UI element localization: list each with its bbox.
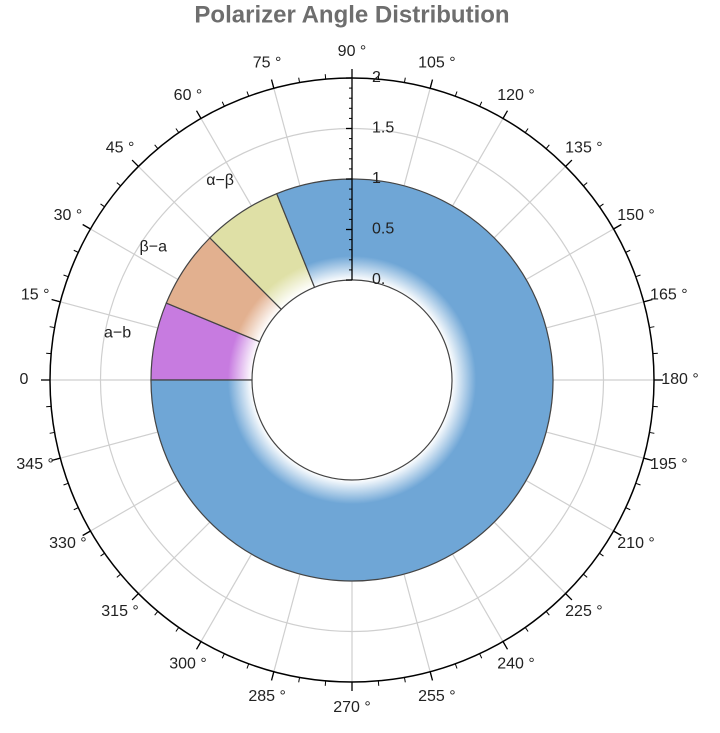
minor-tick bbox=[614, 227, 618, 230]
minor-tick bbox=[117, 574, 121, 577]
theta-tick-label: 0 bbox=[20, 371, 29, 388]
theta-tick-label: 180 ° bbox=[661, 371, 699, 388]
theta-tick-label: 300 ° bbox=[169, 655, 207, 672]
theta-tick-label: 45 ° bbox=[106, 139, 135, 156]
theta-tick-label: 105 ° bbox=[418, 54, 456, 71]
theta-tick-label: 240 ° bbox=[497, 655, 535, 672]
radial-tick-label: 1.5 bbox=[372, 120, 394, 137]
sector-label: α−β bbox=[206, 172, 234, 189]
minor-tick bbox=[626, 250, 631, 252]
radial-tick-label: 0. bbox=[372, 271, 385, 288]
theta-tick-label: 210 ° bbox=[617, 535, 655, 552]
minor-tick bbox=[566, 163, 570, 167]
radial-tick-label: 1 bbox=[372, 170, 381, 187]
minor-tick bbox=[546, 145, 549, 149]
theta-tick-label: 135 ° bbox=[565, 139, 603, 156]
minor-tick bbox=[86, 531, 90, 534]
theta-tick-label: 165 ° bbox=[650, 286, 688, 303]
theta-tick-label: 195 ° bbox=[650, 456, 688, 473]
theta-tick-label: 90 ° bbox=[338, 43, 367, 60]
theta-tick-label: 315 ° bbox=[101, 603, 139, 620]
minor-tick bbox=[86, 227, 90, 230]
radial-tick-label: 0.5 bbox=[372, 221, 394, 238]
chart-title: Polarizer Angle Distribution bbox=[194, 1, 509, 28]
minor-tick bbox=[199, 114, 202, 118]
minor-tick bbox=[222, 654, 224, 659]
theta-tick-label: 330 ° bbox=[49, 535, 87, 552]
minor-tick bbox=[199, 642, 202, 646]
theta-tick-label: 75 ° bbox=[253, 54, 282, 71]
theta-tick-label: 270 ° bbox=[333, 699, 371, 716]
minor-tick bbox=[566, 594, 570, 598]
theta-tick-label: 150 ° bbox=[617, 207, 655, 224]
sector-label: a−b bbox=[104, 325, 131, 342]
theta-tick-label: 60 ° bbox=[174, 87, 203, 104]
theta-tick-label: 345 ° bbox=[16, 456, 54, 473]
minor-tick bbox=[135, 594, 139, 598]
theta-tick-label: 285 ° bbox=[248, 688, 286, 705]
minor-tick bbox=[503, 114, 506, 118]
theta-tick-label: 15 ° bbox=[21, 286, 50, 303]
minor-tick bbox=[614, 531, 618, 534]
theta-tick-label: 120 ° bbox=[497, 87, 535, 104]
theta-tick-label: 225 ° bbox=[565, 603, 603, 620]
radial-tick-label: 2 bbox=[372, 69, 381, 86]
theta-tick-label: 255 ° bbox=[418, 688, 456, 705]
sector-label: β−a bbox=[140, 238, 168, 255]
minor-tick bbox=[503, 642, 506, 646]
theta-tick-label: 30 ° bbox=[54, 207, 83, 224]
